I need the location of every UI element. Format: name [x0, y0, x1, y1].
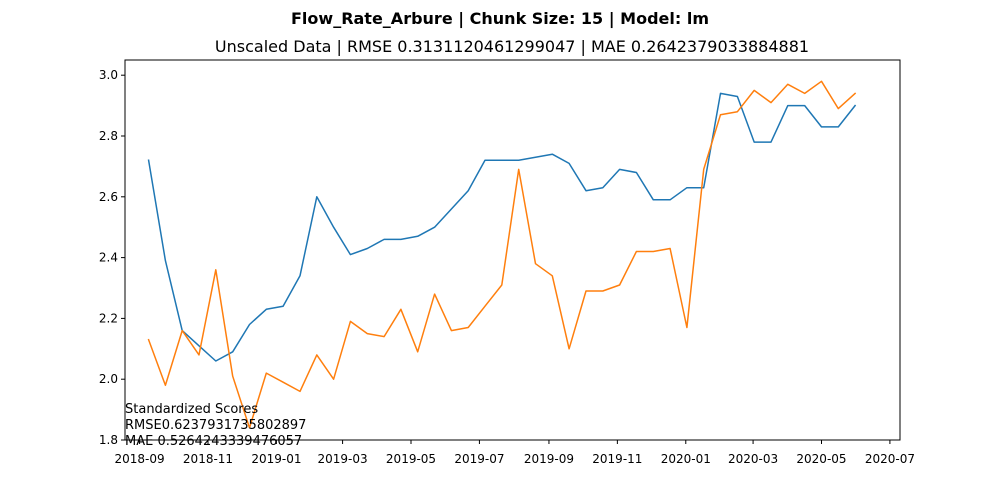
x-tick-label: 2018-09: [115, 452, 165, 466]
y-tick: 2.0: [99, 372, 125, 386]
y-tick-label: 3.0: [99, 68, 118, 82]
plot-area: 2018-09 2018-11 2019-01 2019-03 2019-05 2019-…: [99, 59, 915, 466]
x-tick: 2020-01: [661, 440, 711, 466]
y-tick: 2.6: [99, 190, 125, 204]
annotation-line-2: RMSE0.6237931735802897: [125, 418, 306, 433]
y-tick: 2.4: [99, 251, 125, 265]
series-line-2: [147, 80, 857, 429]
y-tick-label: 2.4: [99, 251, 118, 265]
annotation-line-1: Standardized Scores: [125, 402, 258, 417]
annotation-line-3: MAE 0.5264243339476057: [125, 434, 302, 449]
chart-suptitle: Flow_Rate_Arbure | Chunk Size: 15 | Mode…: [291, 9, 709, 29]
x-tick: 2019-05: [386, 440, 436, 466]
y-tick-label: 2.2: [99, 311, 118, 325]
y-tick: 3.0: [99, 68, 125, 82]
x-tick: 2019-01: [251, 440, 301, 466]
y-tick-label: 1.8: [99, 433, 118, 447]
x-tick: 2019-11: [592, 440, 642, 466]
series-layer: [147, 80, 857, 429]
y-tick-label: 2.8: [99, 129, 118, 143]
chart-title: Unscaled Data | RMSE 0.3131120461299047 …: [215, 37, 809, 56]
x-tick-label: 2020-07: [865, 452, 915, 466]
x-tick-label: 2019-11: [592, 452, 642, 466]
x-tick: 2019-07: [454, 440, 504, 466]
y-axis-ticks: 1.8 2.0 2.2 2.4 2.6 2.8 3.0: [99, 68, 125, 447]
x-tick-label: 2020-03: [728, 452, 778, 466]
x-tick-label: 2020-05: [796, 452, 846, 466]
standardized-scores-annotation: Standardized Scores RMSE0.62379317358028…: [125, 402, 306, 449]
x-tick: 2019-03: [318, 440, 368, 466]
x-axis-ticks: 2018-09 2018-11 2019-01 2019-03 2019-05 2019-…: [115, 440, 915, 466]
x-tick: 2018-09: [115, 440, 165, 466]
y-tick: 2.8: [99, 129, 125, 143]
x-tick: 2020-05: [796, 440, 847, 466]
x-tick-label: 2019-05: [386, 452, 436, 466]
x-tick-label: 2019-09: [524, 452, 574, 466]
x-tick: 2020-03: [728, 440, 778, 466]
x-tick-label: 2020-01: [661, 452, 711, 466]
x-tick-label: 2018-11: [183, 452, 233, 466]
y-tick-label: 2.6: [99, 190, 118, 204]
series-line-1: [147, 92, 857, 362]
x-tick: 2019-09: [524, 440, 574, 466]
axes-frame: [124, 59, 901, 441]
x-tick-label: 2019-01: [251, 452, 301, 466]
x-tick-label: 2019-07: [454, 452, 504, 466]
x-tick: 2020-07: [865, 440, 915, 466]
y-tick: 2.2: [99, 311, 125, 325]
y-tick: 1.8: [99, 433, 125, 447]
x-tick: 2018-11: [183, 440, 233, 466]
y-tick-label: 2.0: [99, 372, 118, 386]
x-tick-label: 2019-03: [318, 452, 368, 466]
